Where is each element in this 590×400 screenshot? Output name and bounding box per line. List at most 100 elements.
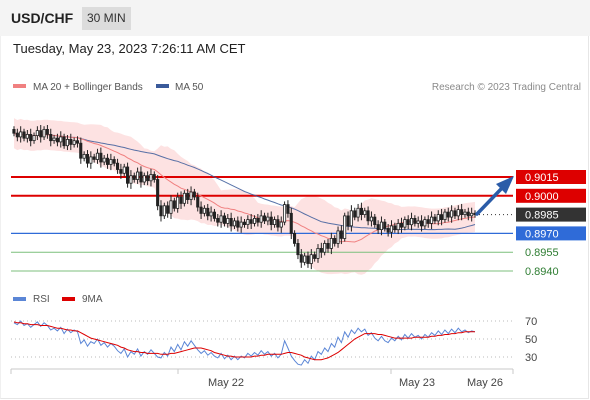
candle (99, 147, 103, 168)
candle (95, 148, 100, 164)
candle (292, 230, 297, 247)
x-tick-label: May 23 (399, 377, 435, 389)
legend-rsi-swatch (13, 297, 26, 301)
candle (460, 203, 464, 221)
candle (276, 215, 280, 232)
candle (262, 212, 267, 224)
candle (42, 126, 46, 141)
legend-ma50-swatch (156, 84, 169, 88)
candle (75, 136, 80, 148)
candle (282, 201, 287, 226)
candle (256, 213, 260, 227)
candle (129, 170, 133, 189)
candle (102, 155, 106, 166)
candle (22, 128, 26, 142)
legend-ma50-label: MA 50 (175, 82, 204, 93)
candle (339, 225, 343, 245)
candle (212, 208, 217, 222)
candle (159, 200, 163, 222)
candle (65, 135, 70, 151)
level-label-0.8985: 0.8985 (525, 210, 559, 222)
candle (376, 220, 380, 235)
candle (142, 172, 146, 186)
candle (166, 201, 170, 218)
timeframe-button[interactable]: 30 MIN (82, 7, 131, 30)
candle (209, 206, 213, 222)
level-label-0.8970: 0.8970 (525, 228, 559, 240)
candle (266, 212, 270, 226)
candle (89, 151, 93, 169)
candle (436, 210, 440, 226)
rsi-tick-30: 30 (525, 352, 537, 364)
candle (189, 186, 193, 206)
candle (85, 150, 90, 168)
candle (156, 175, 160, 211)
candle (289, 207, 293, 240)
legend-ma20-swatch (13, 84, 26, 88)
candle (232, 217, 237, 230)
candle (413, 215, 417, 227)
candle (466, 207, 470, 221)
candle (106, 153, 110, 169)
candle (52, 135, 56, 144)
candle (423, 216, 427, 230)
legend-9ma-swatch (62, 297, 75, 301)
candle (426, 215, 430, 228)
candle (152, 171, 156, 183)
candle (249, 213, 253, 230)
candle (59, 131, 63, 148)
candle (366, 206, 370, 226)
level-label-0.9000: 0.9000 (525, 191, 559, 203)
candle (353, 207, 357, 221)
candle (176, 192, 180, 213)
candle (416, 216, 420, 228)
rsi-series (13, 320, 476, 366)
candle (329, 232, 333, 255)
candle (222, 212, 227, 227)
candle (162, 202, 166, 219)
candle (49, 128, 53, 147)
candle (122, 163, 126, 177)
candle (112, 156, 116, 167)
candle (169, 195, 173, 219)
candle (386, 224, 390, 237)
candle (443, 208, 447, 223)
candle (299, 249, 303, 268)
candle (239, 216, 243, 233)
candle (202, 205, 206, 217)
candle (45, 124, 49, 139)
candle (219, 210, 223, 228)
candle (92, 153, 96, 163)
candle (306, 251, 310, 268)
candle (409, 212, 414, 231)
candle (55, 133, 59, 147)
candle (453, 207, 457, 219)
level-box-0.8985 (516, 207, 586, 222)
candle (25, 130, 29, 143)
candle (199, 201, 203, 219)
candle (323, 240, 327, 256)
candle (132, 172, 136, 183)
candle (229, 212, 233, 232)
x-axis: May 22 May 23 May 26 (10, 369, 514, 389)
candle (449, 205, 454, 223)
candle (149, 168, 153, 187)
candle (62, 133, 66, 149)
candle (179, 191, 183, 209)
level-labels: 0.9015 0.9000 0.8985 0.8970 0.8955 0.8940 (516, 170, 586, 278)
candle (236, 216, 240, 232)
candle (313, 251, 317, 262)
copyright-text: Research © 2023 Trading Central (432, 82, 581, 93)
legend-ma20-label: MA 20 + Bollinger Bands (33, 82, 143, 93)
candle (39, 124, 43, 143)
candle (15, 128, 19, 142)
candle (379, 216, 383, 236)
candle (186, 188, 190, 204)
candle (172, 197, 176, 212)
candle (446, 207, 450, 222)
candle (242, 218, 247, 228)
candle (316, 244, 320, 263)
candle (135, 167, 140, 184)
x-tick-label: May 22 (208, 377, 244, 389)
candle (356, 203, 360, 222)
